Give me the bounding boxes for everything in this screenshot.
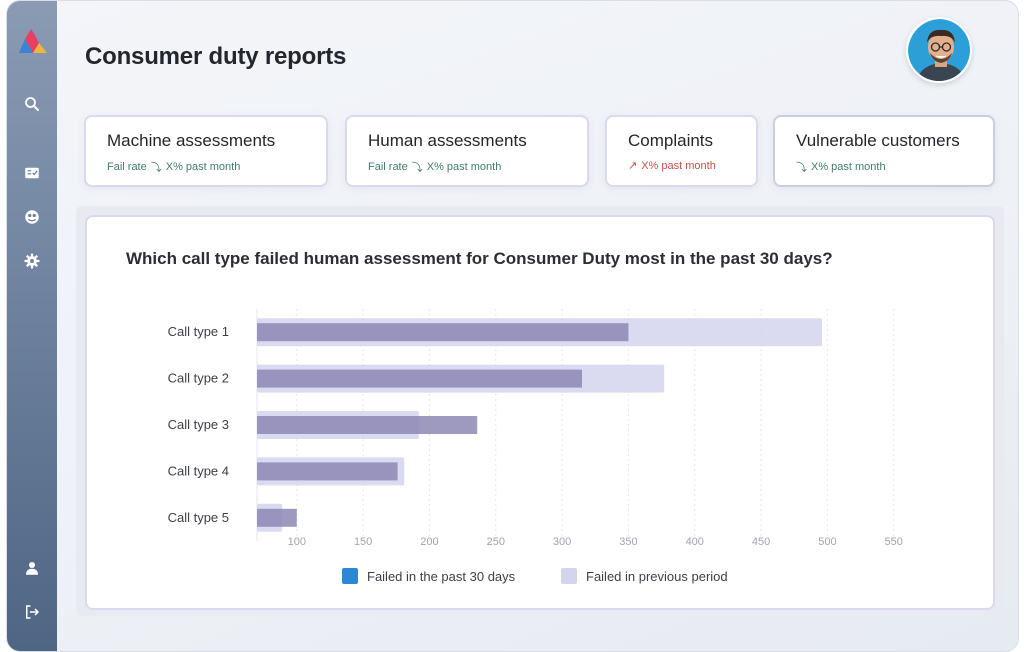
category-label: Call type 3 (168, 417, 229, 432)
legend-label-previous: Failed in previous period (586, 568, 728, 584)
card-title: Machine assessments (107, 131, 276, 150)
bar-current-3 (257, 416, 478, 434)
category-label: Call type 5 (168, 510, 229, 525)
category-label: Call type 2 (168, 371, 229, 386)
card-sub-value: X% past month (426, 161, 502, 173)
card-subtitle: Fail rate ⤵ X% past month (368, 159, 587, 175)
app-window: Consumer duty reports Machine assessment… (6, 0, 1019, 652)
card-subtitle: ↗ X% past month (628, 159, 756, 173)
chart-title: Which call type failed human assessment … (126, 249, 833, 268)
card-vulnerable-customers[interactable]: Vulnerable customers ⤵ X% past month (773, 115, 995, 187)
x-tick-label: 200 (420, 536, 438, 548)
x-tick-label: 300 (553, 536, 571, 548)
card-title: Human assessments (368, 131, 527, 150)
x-tick-label: 400 (686, 536, 704, 548)
card-complaints[interactable]: Complaints ↗ X% past month (605, 115, 758, 187)
user-icon (26, 562, 38, 575)
card-title: Complaints (628, 131, 714, 150)
card-sub-prefix: Fail rate (107, 161, 147, 173)
sidebar-item-assessments[interactable] (17, 158, 47, 188)
sidebar-item-logout[interactable] (17, 597, 47, 627)
sidebar-item-profile[interactable] (17, 553, 47, 583)
sidebar-item-dashboard[interactable] (17, 202, 47, 232)
category-label: Call type 4 (168, 463, 229, 478)
trend-down-icon: ⤵ (150, 162, 162, 174)
card-subtitle: ⤵ X% past month (796, 159, 993, 175)
bar-current-5 (257, 508, 297, 527)
legend-item-previous: Failed in previous period (561, 568, 728, 584)
logout-icon (26, 605, 40, 619)
app-logo (17, 27, 49, 55)
x-tick-label: 250 (487, 536, 505, 548)
card-human-assessments[interactable]: Human assessments Fail rate ⤵ X% past mo… (345, 115, 589, 187)
bar-current-2 (257, 369, 582, 388)
card-title: Vulnerable customers (796, 131, 960, 150)
avatar[interactable] (906, 17, 972, 83)
legend-swatch-current (342, 568, 358, 584)
search-icon (25, 97, 39, 111)
card-subtitle: Fail rate ⤵ X% past month (107, 159, 326, 175)
category-label: Call type 1 (168, 324, 229, 339)
chart-panel (85, 215, 995, 610)
x-tick-label: 500 (818, 536, 836, 548)
x-tick-label: 550 (885, 536, 903, 548)
x-tick-label: 150 (354, 536, 372, 548)
trend-down-icon: ⤵ (796, 162, 807, 174)
gear-icon (24, 253, 40, 269)
card-machine-assessments[interactable]: Machine assessments Fail rate ⤵ X% past … (84, 115, 328, 187)
bar-current-4 (257, 462, 398, 481)
trend-up-icon: ↗ (628, 160, 638, 172)
x-tick-label: 450 (752, 536, 770, 548)
page-title: Consumer duty reports (85, 43, 347, 70)
checklist-icon (25, 167, 39, 179)
card-sub-value: X% past month (165, 161, 241, 173)
x-tick-label: 350 (619, 536, 637, 548)
card-sub-prefix: Fail rate (368, 161, 408, 173)
sidebar-item-settings[interactable] (17, 246, 47, 276)
card-sub-value: X% past month (641, 159, 716, 172)
dashboard-icon (25, 210, 39, 224)
legend-item-current: Failed in the past 30 days (342, 568, 515, 584)
x-tick-label: 100 (288, 536, 306, 548)
sidebar (7, 1, 57, 651)
legend-swatch-previous (561, 568, 577, 584)
bar-chart: 100 150 200 250 300 350 400 450 500 550 Call type … (168, 309, 903, 548)
legend-label-current: Failed in the past 30 days (367, 568, 516, 584)
trend-down-icon: ⤵ (411, 162, 423, 174)
bar-current-1 (257, 323, 629, 342)
card-sub-value: X% past month (811, 161, 886, 173)
user-avatar-image (908, 19, 970, 81)
sidebar-item-search[interactable] (17, 89, 47, 119)
